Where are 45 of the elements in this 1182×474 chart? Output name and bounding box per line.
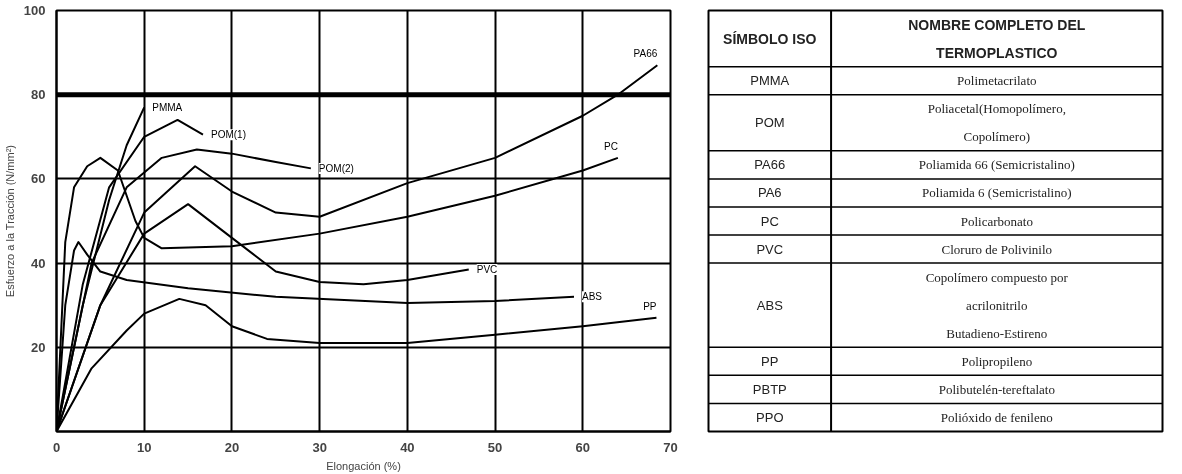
text: NOMBRE COMPLETO DEL TERMOPLASTICO (908, 16, 1086, 61)
series-label: POM(1) (210, 129, 246, 141)
x-tick-label: 0 (52, 439, 61, 455)
series-label: PA66 (633, 48, 658, 60)
text: Polimetacrilato (957, 73, 1037, 89)
text: Copolímero compuesto por acrilonitrilo Butadieno-Estireno (925, 269, 1069, 341)
y-tick-label: 40 (31, 255, 46, 271)
text: PPO (756, 409, 784, 425)
x-tick-label: 60 (575, 439, 591, 455)
y-tick-label: 20 (31, 339, 46, 355)
series-label: PVC (476, 263, 498, 275)
x-tick-label: 20 (224, 439, 240, 455)
text: PBTP (752, 381, 787, 397)
series-label: PP (643, 300, 657, 312)
text: Policarbonato (960, 213, 1033, 229)
y-tick-label: 100 (23, 3, 46, 18)
x-axis-title: Elongación (%) (326, 459, 401, 472)
y-axis-title: Esfuerzo a la Tracción (N/mm²) (3, 145, 16, 298)
text: Polióxido de fenileno (940, 409, 1053, 425)
text: PA66 (754, 157, 786, 173)
text: PP (761, 353, 779, 369)
text: Polipropileno (961, 353, 1033, 369)
x-tick-label: 10 (136, 439, 152, 455)
text: PA6 (757, 185, 782, 201)
text: PMMA (750, 73, 790, 89)
x-tick-label: 40 (400, 439, 415, 455)
series-label: PMMA (152, 101, 183, 113)
text: PVC (756, 241, 784, 257)
text: PC (760, 213, 779, 229)
x-tick-label: 30 (312, 439, 327, 455)
series-label: PC (603, 140, 618, 152)
text: SÍMBOLO ISO (723, 30, 817, 47)
text: Poliacetal(Homopolímero, Copolímero) (927, 101, 1066, 145)
text: Cloruro de Polivinilo (941, 241, 1053, 257)
series-label: ABS (582, 291, 603, 303)
y-tick-label: 80 (31, 87, 46, 103)
x-tick-label: 70 (663, 439, 678, 455)
text: Poliamida 6 (Semicristalino) (922, 185, 1072, 201)
text: POM (754, 115, 785, 131)
text: ABS (756, 297, 784, 313)
y-tick-label: 60 (31, 171, 46, 187)
series-label: POM(2) (318, 162, 354, 174)
text: Polibutelén-tereftalato (938, 381, 1055, 397)
text: Poliamida 66 (Semicristalino) (918, 157, 1075, 173)
x-tick-label: 50 (487, 439, 503, 455)
